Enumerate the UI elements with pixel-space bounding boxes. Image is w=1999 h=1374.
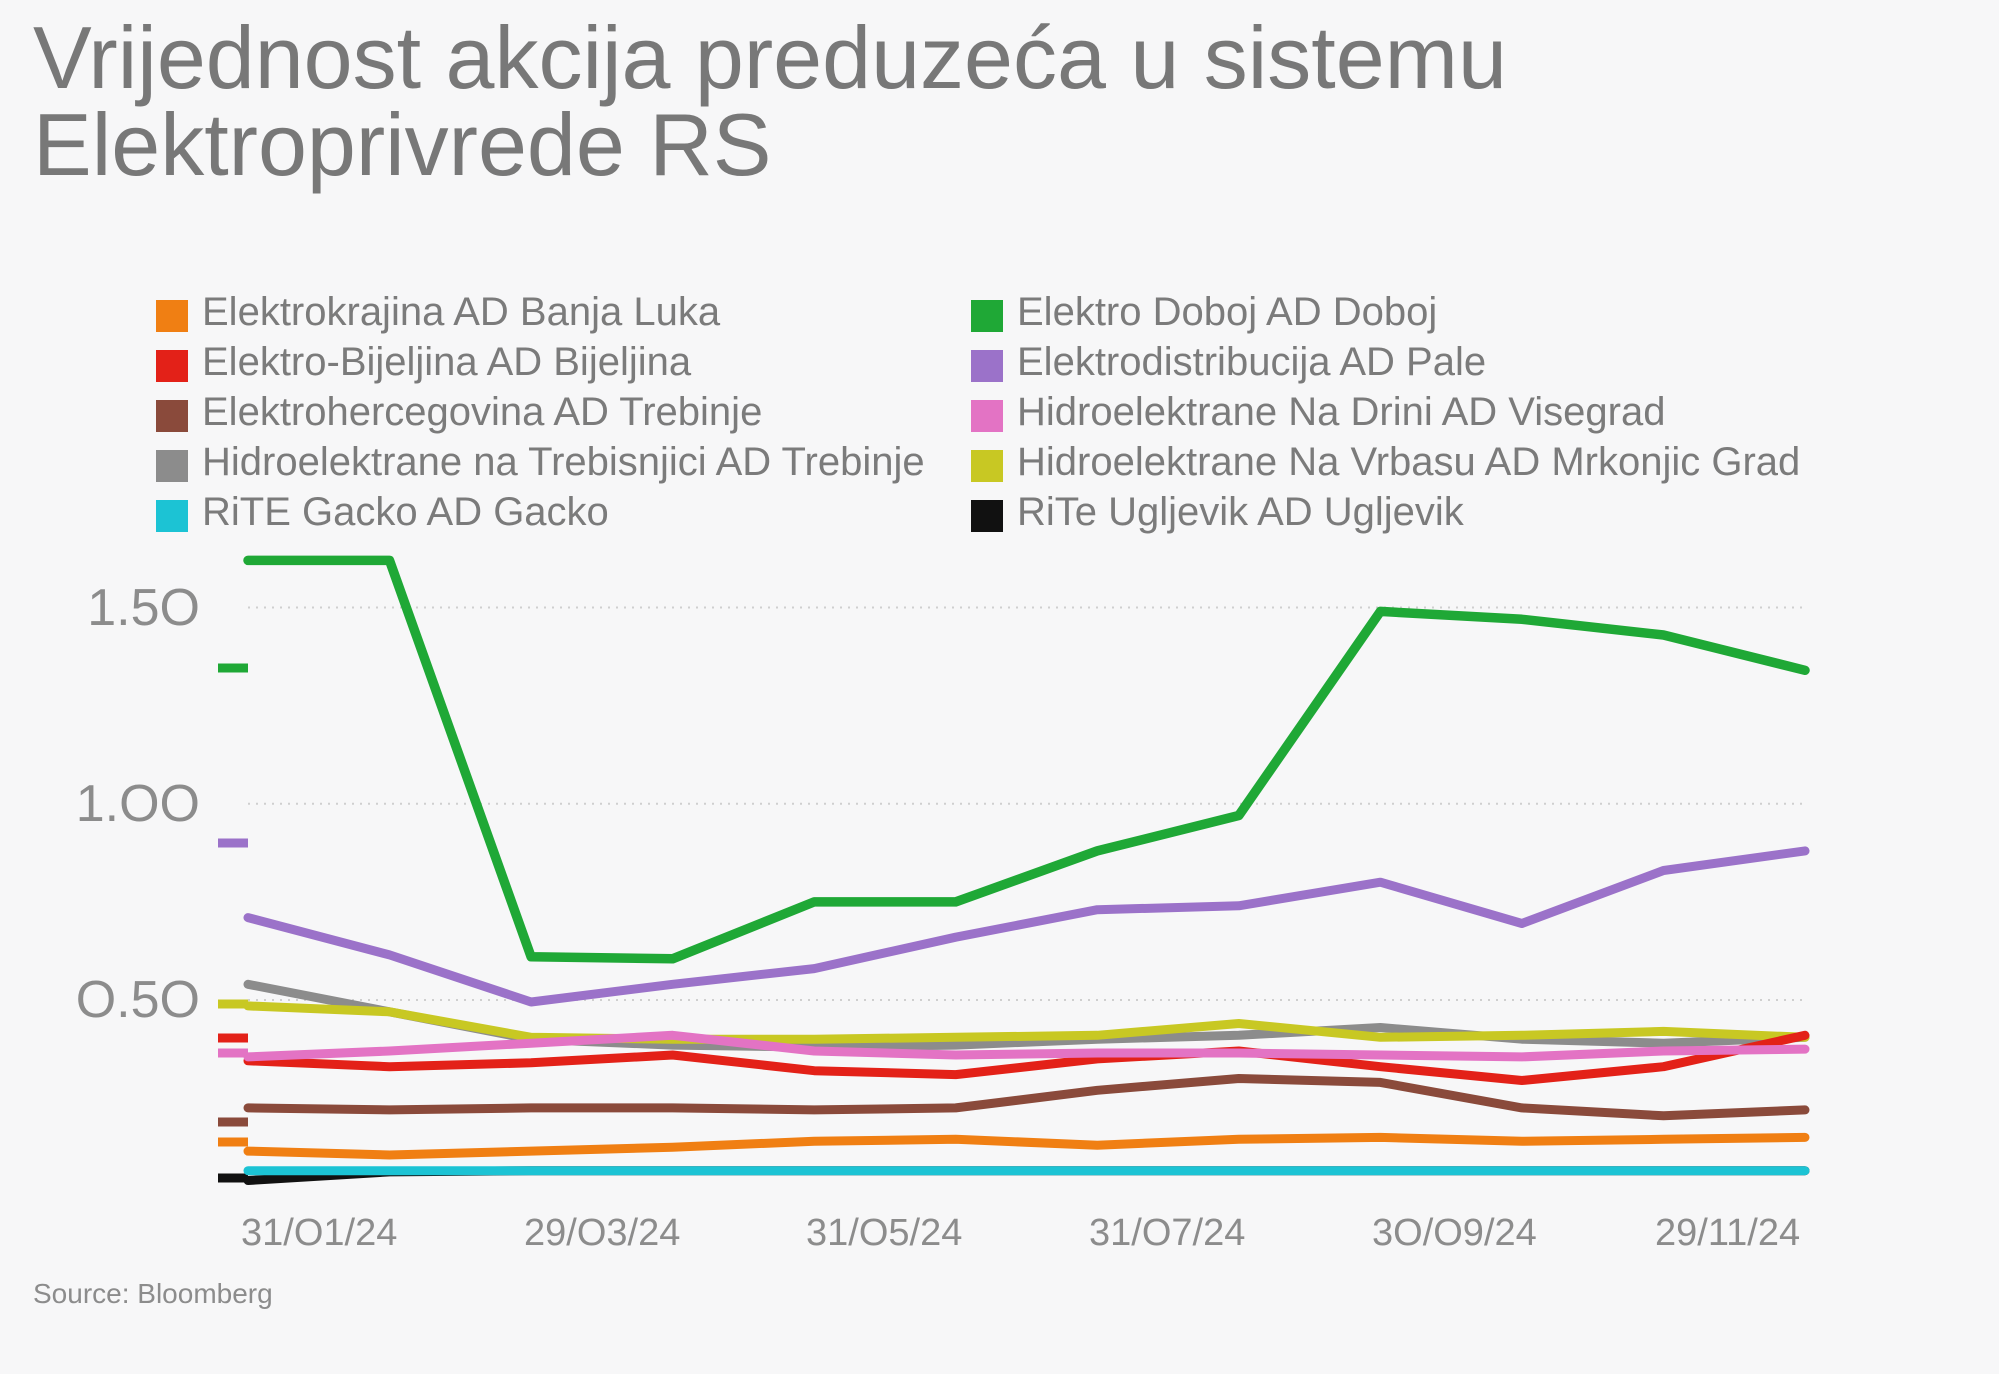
svg-text:29/O3/24: 29/O3/24 [524,1212,680,1254]
svg-text:31/O5/24: 31/O5/24 [806,1212,962,1254]
svg-text:3O/O9/24: 3O/O9/24 [1372,1212,1537,1254]
svg-text:O.5O: O.5O [76,971,200,1029]
svg-text:31/O1/24: 31/O1/24 [241,1212,397,1254]
svg-text:1.OO: 1.OO [76,775,200,833]
svg-text:31/O7/24: 31/O7/24 [1089,1212,1245,1254]
svg-text:1.5O: 1.5O [87,579,200,637]
svg-text:29/11/24: 29/11/24 [1655,1212,1800,1254]
